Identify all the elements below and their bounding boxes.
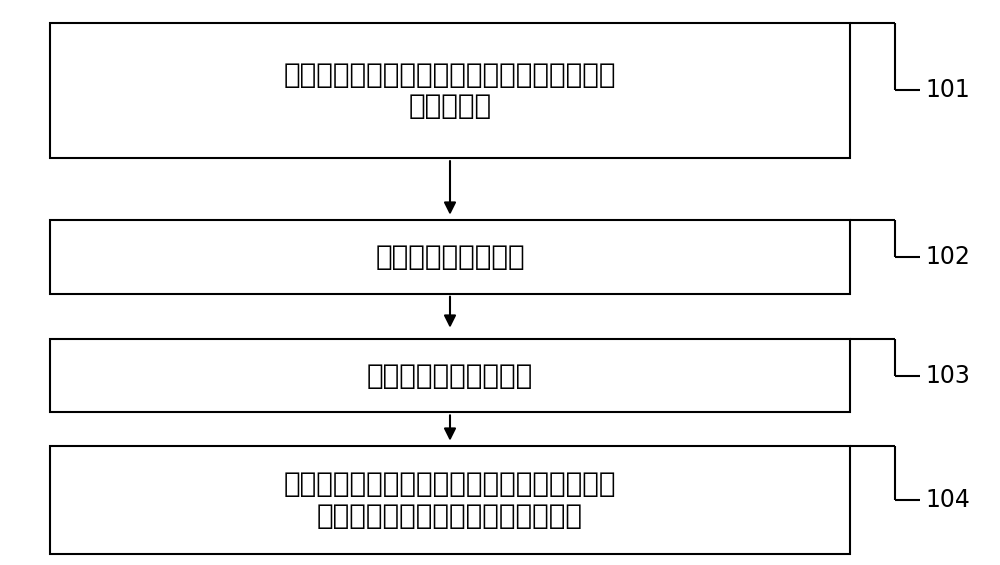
Text: 根据当前环境光的强度、当前瞳孔孔径以及对: 根据当前环境光的强度、当前瞳孔孔径以及对 xyxy=(284,471,616,498)
Bar xyxy=(50,23,850,158)
Bar xyxy=(50,220,850,294)
Bar xyxy=(50,446,850,554)
Text: 102: 102 xyxy=(925,245,970,269)
Text: 建立环境光强度、瞳孔孔径以及显示设备亮度: 建立环境光强度、瞳孔孔径以及显示设备亮度 xyxy=(284,61,616,89)
Bar xyxy=(50,339,850,412)
Text: 103: 103 xyxy=(925,364,970,388)
Text: 104: 104 xyxy=(925,488,970,512)
Text: 101: 101 xyxy=(925,79,970,102)
Text: 应关系，对显示设备的亮度进行调节: 应关系，对显示设备的亮度进行调节 xyxy=(317,502,583,529)
Text: 的对应关系: 的对应关系 xyxy=(408,92,492,120)
Text: 获取当前环境光强度: 获取当前环境光强度 xyxy=(375,243,525,271)
Text: 获取人眼当前瞳孔孔径: 获取人眼当前瞳孔孔径 xyxy=(367,362,533,390)
